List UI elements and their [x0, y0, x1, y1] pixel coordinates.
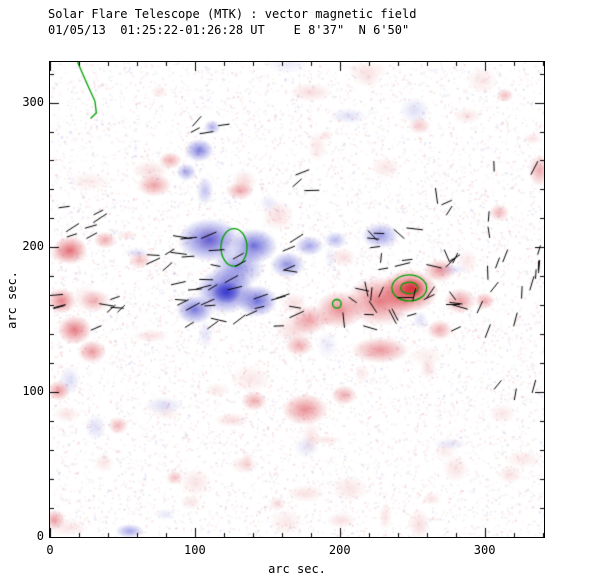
y-tick-label: 0 — [36, 529, 44, 543]
x-axis-label: arc sec. — [268, 562, 326, 576]
plot-subtitle: 01/05/13 01:25:22-01:26:28 UT E 8'37" N … — [48, 23, 410, 37]
x-tick-label: 300 — [473, 543, 496, 557]
x-tick-label: 0 — [46, 543, 54, 557]
x-tick-label: 100 — [184, 543, 206, 557]
magnetogram-canvas — [49, 61, 545, 538]
y-tick-label: 300 — [22, 94, 44, 109]
y-tick-label: 100 — [22, 384, 44, 399]
plot-title: Solar Flare Telescope (MTK) : vector mag… — [48, 7, 417, 21]
y-axis-label: arc sec. — [5, 271, 19, 329]
x-tick-label: 200 — [328, 543, 351, 557]
y-tick-label: 200 — [22, 239, 44, 254]
